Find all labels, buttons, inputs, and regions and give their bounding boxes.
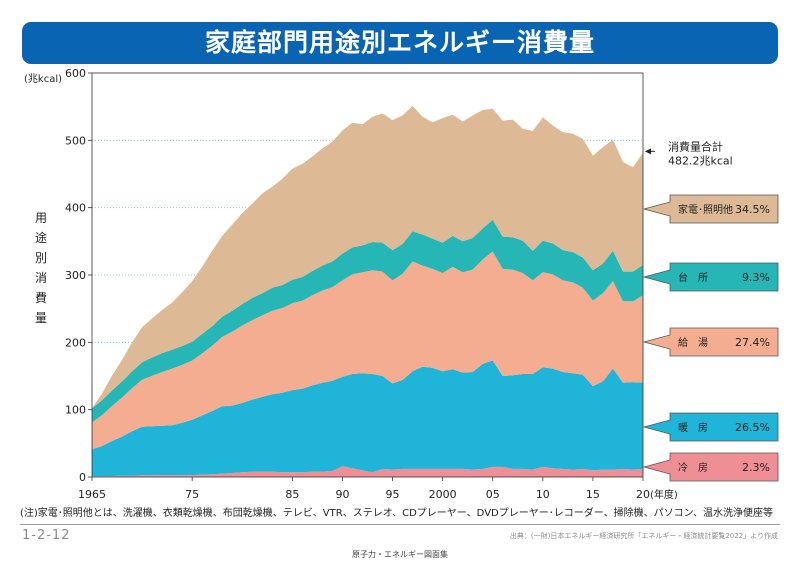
x-tick-label: 85: [285, 488, 299, 501]
source-credit: 出典：(一財)日本エネルギー経済研究所「エネルギー・経済統計要覧2022」より作…: [509, 532, 778, 540]
area-series: [92, 219, 643, 423]
y-axis-label-char: 別: [34, 251, 47, 265]
area-series: [92, 106, 643, 409]
legend-value: 27.4%: [735, 336, 770, 349]
area-series: [92, 251, 643, 450]
total-arrow-head: [645, 148, 651, 155]
legend-box: [642, 194, 779, 224]
y-axis-label-char: 途: [34, 231, 47, 245]
y-axis-label-char: 量: [34, 311, 47, 325]
legend-box: [642, 452, 779, 482]
y-axis-unit: (兆kcal): [24, 74, 62, 85]
legend-name: 暖 房: [678, 421, 708, 434]
legend-name: 台 所: [678, 271, 708, 284]
x-tick-label: 1965: [78, 488, 106, 501]
y-tick-label: 100: [65, 404, 86, 417]
y-axis-label-char: 費: [34, 291, 47, 305]
legend-value: 9.3%: [742, 271, 770, 284]
legend-box: [642, 412, 779, 442]
page-title: 家庭部門用途別エネルギー消費量: [22, 22, 778, 64]
y-axis-label-char: 用: [34, 211, 47, 225]
x-tick-label: 20: [636, 488, 650, 501]
legend-value: 2.3%: [742, 461, 770, 474]
divider: [20, 524, 780, 525]
x-tick-label: 10: [536, 488, 550, 501]
x-tick-label: 15: [586, 488, 600, 501]
x-tick-label: 90: [335, 488, 349, 501]
x-tick-label: 95: [386, 488, 400, 501]
x-tick-label: 2000: [429, 488, 457, 501]
y-axis-label-char: 消: [34, 271, 47, 285]
total-value: 482.2兆kcal: [668, 154, 733, 167]
x-tick-label: 75: [185, 488, 199, 501]
y-tick-label: 400: [65, 202, 86, 215]
y-tick-label: 500: [65, 134, 86, 147]
y-tick-label: 0: [79, 471, 86, 484]
area-series: [92, 466, 643, 477]
area-series: [92, 360, 643, 477]
total-label: 消費量合計: [668, 139, 723, 153]
y-tick-label: 600: [65, 67, 86, 80]
legend-name: 給 湯: [678, 336, 708, 349]
legend-value: 34.5%: [735, 203, 770, 216]
legend-name: 家電･照明他: [678, 203, 733, 216]
footnote: (注)家電･照明他とは、洗濯機、衣類乾燥機、布団乾燥機、テレビ、VTR、ステレオ…: [20, 508, 774, 519]
x-axis-suffix: (年度): [650, 488, 678, 501]
legend-box: [642, 327, 779, 357]
legend-value: 26.5%: [735, 421, 770, 434]
y-tick-label: 200: [65, 336, 86, 349]
y-tick-label: 300: [65, 269, 86, 282]
y-axis-label: 用 途 別 消 費 量: [34, 208, 48, 328]
legend-name: 冷 房: [678, 461, 708, 474]
legend-box: [642, 262, 779, 292]
figure-number: 1-2-12: [22, 528, 71, 543]
footer-title: 原子力・エネルギー図面集: [352, 550, 448, 559]
x-tick-label: 05: [486, 488, 500, 501]
